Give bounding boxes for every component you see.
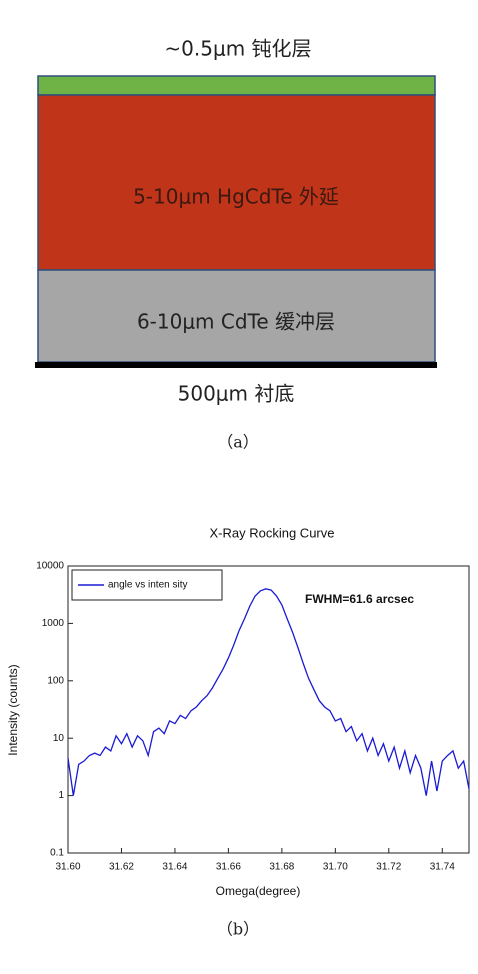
y-tick-label: 100	[47, 675, 64, 686]
passivation-label: ~0.5μm 钝化层	[164, 37, 311, 61]
substrate-bar	[35, 362, 437, 368]
y-tick-label: 1000	[42, 618, 65, 629]
caption-a: （a）	[217, 433, 259, 452]
y-axis-label: Intensity (counts)	[6, 664, 20, 755]
x-tick-label: 31.62	[109, 862, 134, 873]
x-tick-label: 31.70	[323, 862, 348, 873]
y-tick-label: 0.1	[50, 848, 64, 859]
caption-b: （b）	[217, 920, 259, 939]
x-tick-label: 31.60	[55, 862, 80, 873]
plot-frame	[67, 565, 470, 854]
y-tick-label: 10	[53, 733, 65, 744]
x-tick-label: 31.66	[216, 862, 241, 873]
legend-label: angle vs inten sity	[108, 580, 188, 591]
x-tick-label: 31.64	[162, 862, 187, 873]
x-tick-label: 31.74	[430, 862, 455, 873]
chart-title: X-Ray Rocking Curve	[210, 525, 335, 540]
y-tick-label: 10000	[36, 561, 64, 572]
substrate-label: 500μm 衬底	[178, 382, 295, 406]
x-axis-label: Omega(degree)	[216, 884, 301, 898]
fwhm-annotation: FWHM=61.6 arcsec	[305, 592, 414, 606]
x-tick-label: 31.68	[269, 862, 294, 873]
buffer-layer	[37, 269, 436, 363]
x-tick-label: 31.72	[376, 862, 401, 873]
epi-layer	[37, 94, 436, 271]
buffer-label: 6-10μm CdTe 缓冲层	[137, 310, 335, 334]
epi-label: 5-10μm HgCdTe 外延	[133, 185, 339, 209]
passivation-layer	[37, 75, 436, 96]
series-line	[67, 588, 470, 796]
y-tick-label: 1	[58, 790, 64, 801]
